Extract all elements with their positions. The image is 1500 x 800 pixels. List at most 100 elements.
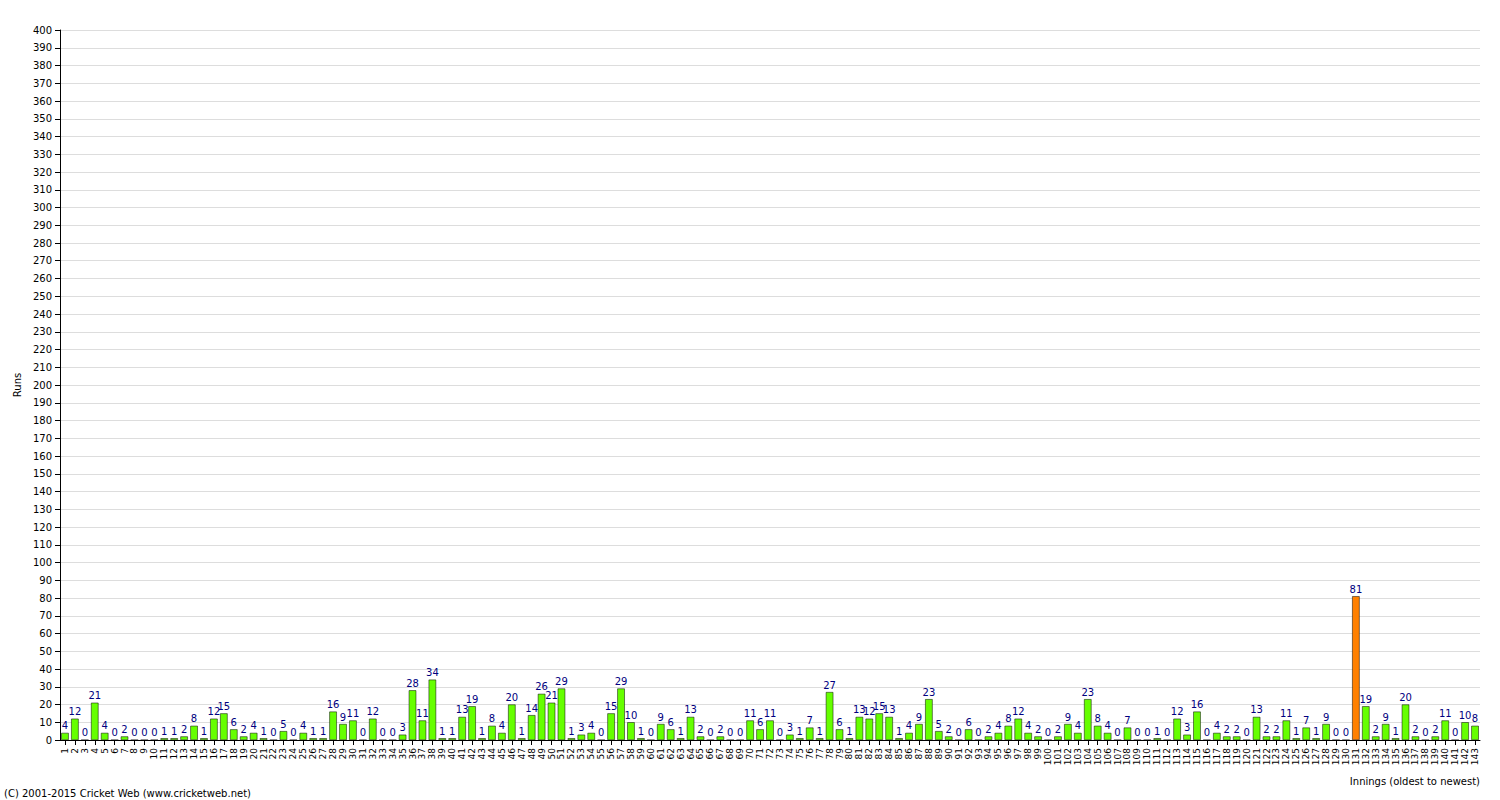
svg-text:14: 14 bbox=[525, 703, 538, 714]
svg-text:38: 38 bbox=[427, 748, 437, 760]
svg-text:1: 1 bbox=[1313, 726, 1319, 737]
svg-text:123: 123 bbox=[1271, 748, 1281, 765]
svg-text:1: 1 bbox=[201, 726, 207, 737]
svg-text:101: 101 bbox=[1053, 748, 1063, 765]
svg-text:43: 43 bbox=[477, 748, 487, 759]
svg-text:112: 112 bbox=[1162, 748, 1172, 765]
svg-text:8: 8 bbox=[191, 713, 197, 724]
svg-text:1: 1 bbox=[846, 726, 852, 737]
svg-text:360: 360 bbox=[33, 96, 52, 107]
svg-text:11: 11 bbox=[1280, 708, 1293, 719]
svg-text:0: 0 bbox=[380, 727, 386, 738]
svg-text:129: 129 bbox=[1331, 748, 1341, 765]
svg-text:113: 113 bbox=[1172, 748, 1182, 765]
svg-text:370: 370 bbox=[33, 78, 52, 89]
svg-text:4: 4 bbox=[588, 720, 594, 731]
svg-text:0: 0 bbox=[1134, 727, 1140, 738]
svg-text:2: 2 bbox=[1035, 724, 1041, 735]
svg-text:110: 110 bbox=[33, 539, 52, 550]
svg-text:30: 30 bbox=[348, 748, 358, 760]
svg-text:11: 11 bbox=[744, 708, 757, 719]
svg-text:74: 74 bbox=[785, 748, 795, 760]
svg-text:4: 4 bbox=[300, 720, 306, 731]
svg-text:1: 1 bbox=[797, 726, 803, 737]
svg-text:128: 128 bbox=[1321, 748, 1331, 765]
svg-text:7: 7 bbox=[807, 715, 813, 726]
svg-text:35: 35 bbox=[398, 748, 408, 759]
svg-text:23: 23 bbox=[278, 748, 288, 759]
svg-text:8: 8 bbox=[489, 713, 495, 724]
svg-text:44: 44 bbox=[487, 748, 497, 760]
svg-text:48: 48 bbox=[527, 748, 537, 760]
svg-text:134: 134 bbox=[1381, 748, 1391, 765]
svg-text:1: 1 bbox=[677, 726, 683, 737]
svg-text:55: 55 bbox=[596, 748, 606, 759]
svg-text:100: 100 bbox=[33, 557, 52, 568]
svg-text:0: 0 bbox=[648, 727, 654, 738]
svg-text:66: 66 bbox=[705, 748, 715, 760]
svg-text:0: 0 bbox=[975, 727, 981, 738]
svg-text:0: 0 bbox=[955, 727, 961, 738]
svg-text:122: 122 bbox=[1262, 748, 1272, 765]
svg-text:107: 107 bbox=[1113, 748, 1123, 765]
svg-text:0: 0 bbox=[82, 727, 88, 738]
svg-text:300: 300 bbox=[33, 202, 52, 213]
svg-text:119: 119 bbox=[1232, 748, 1242, 765]
svg-text:106: 106 bbox=[1103, 748, 1113, 765]
svg-text:210: 210 bbox=[33, 362, 52, 373]
svg-text:130: 130 bbox=[33, 504, 52, 515]
svg-text:110: 110 bbox=[1142, 748, 1152, 765]
svg-text:9: 9 bbox=[1065, 712, 1071, 723]
svg-text:96: 96 bbox=[1003, 748, 1013, 760]
svg-text:19: 19 bbox=[239, 748, 249, 760]
svg-text:99: 99 bbox=[1033, 748, 1043, 760]
svg-text:Runs: Runs bbox=[12, 373, 23, 397]
svg-text:15: 15 bbox=[605, 701, 618, 712]
svg-text:139: 139 bbox=[1430, 748, 1440, 765]
svg-text:8: 8 bbox=[129, 748, 139, 754]
svg-text:82: 82 bbox=[864, 748, 874, 759]
svg-text:190: 190 bbox=[33, 397, 52, 408]
svg-text:2: 2 bbox=[1224, 724, 1230, 735]
svg-text:86: 86 bbox=[904, 748, 914, 760]
svg-text:350: 350 bbox=[33, 113, 52, 124]
svg-text:1: 1 bbox=[60, 748, 70, 754]
svg-text:15: 15 bbox=[199, 748, 209, 759]
svg-text:0: 0 bbox=[151, 727, 157, 738]
svg-text:13: 13 bbox=[456, 704, 469, 715]
svg-text:95: 95 bbox=[993, 748, 1003, 759]
svg-text:11: 11 bbox=[764, 708, 777, 719]
svg-text:9: 9 bbox=[139, 748, 149, 754]
svg-text:62: 62 bbox=[666, 748, 676, 759]
svg-text:1: 1 bbox=[638, 726, 644, 737]
svg-text:2: 2 bbox=[985, 724, 991, 735]
svg-text:7: 7 bbox=[1124, 715, 1130, 726]
svg-text:31: 31 bbox=[358, 748, 368, 759]
svg-text:11: 11 bbox=[416, 708, 429, 719]
svg-text:29: 29 bbox=[555, 676, 568, 687]
svg-text:5: 5 bbox=[936, 719, 942, 730]
svg-text:133: 133 bbox=[1371, 748, 1381, 765]
svg-text:1: 1 bbox=[310, 726, 316, 737]
svg-text:280: 280 bbox=[33, 238, 52, 249]
svg-text:24: 24 bbox=[288, 748, 298, 760]
svg-text:42: 42 bbox=[467, 748, 477, 759]
svg-text:12: 12 bbox=[1171, 706, 1184, 717]
svg-text:67: 67 bbox=[715, 748, 725, 759]
svg-text:25: 25 bbox=[298, 748, 308, 759]
svg-text:54: 54 bbox=[586, 748, 596, 760]
svg-text:0: 0 bbox=[141, 727, 147, 738]
svg-text:84: 84 bbox=[884, 748, 894, 760]
svg-text:131: 131 bbox=[1351, 748, 1361, 765]
svg-text:9: 9 bbox=[658, 712, 664, 723]
svg-text:23: 23 bbox=[923, 687, 936, 698]
svg-text:60: 60 bbox=[39, 628, 52, 639]
svg-text:2: 2 bbox=[1273, 724, 1279, 735]
svg-text:9: 9 bbox=[1382, 712, 1388, 723]
svg-text:30: 30 bbox=[39, 681, 52, 692]
svg-text:260: 260 bbox=[33, 273, 52, 284]
svg-text:2: 2 bbox=[181, 724, 187, 735]
svg-text:125: 125 bbox=[1291, 748, 1301, 765]
svg-text:1: 1 bbox=[1293, 726, 1299, 737]
svg-text:143: 143 bbox=[1470, 748, 1480, 765]
